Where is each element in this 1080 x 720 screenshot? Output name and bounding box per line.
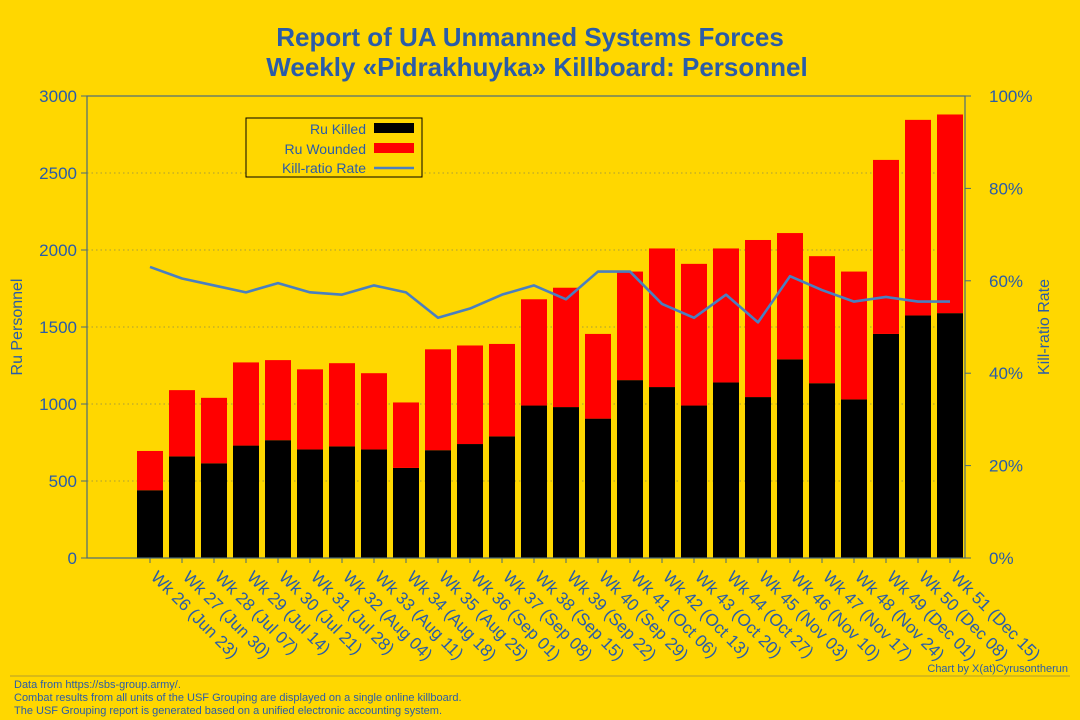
- y-tick-label: 500: [49, 472, 77, 491]
- bar-killed: [905, 315, 931, 558]
- bar-wounded: [265, 360, 291, 441]
- bar-killed: [457, 444, 483, 558]
- bar-killed: [553, 407, 579, 558]
- bar-killed: [937, 313, 963, 558]
- bar-wounded: [617, 271, 643, 381]
- y-axis-ticks: 0 500 1000 1500 2000 2500 3000: [39, 87, 87, 568]
- chart-title: Report of UA Unmanned Systems Forces: [276, 22, 784, 52]
- bar-wounded: [873, 159, 899, 334]
- bar-wounded: [777, 233, 803, 360]
- y-tick-label: 0: [68, 549, 77, 568]
- y2-tick-label: 100%: [989, 87, 1032, 106]
- bar-killed: [169, 456, 195, 558]
- bar-wounded: [297, 369, 323, 450]
- bar-killed: [233, 445, 259, 558]
- bar-wounded: [361, 373, 387, 450]
- bar-killed: [297, 449, 323, 558]
- bar-killed: [361, 449, 387, 558]
- bar-killed: [809, 383, 835, 558]
- bar-wounded: [137, 450, 163, 491]
- bar-killed: [393, 467, 419, 558]
- chart-credit: Chart by X(at)Cyrusontherun: [927, 663, 1068, 675]
- bar-wounded: [745, 239, 771, 398]
- kill-ratio-line: [149, 265, 950, 324]
- y-tick-label: 1500: [39, 318, 77, 337]
- bar-killed: [201, 463, 227, 558]
- bar-killed: [777, 359, 803, 558]
- bars: [137, 114, 963, 558]
- bar-killed: [329, 446, 355, 558]
- bar-wounded: [233, 362, 259, 446]
- bar-wounded: [521, 299, 547, 406]
- y2-tick-label: 80%: [989, 179, 1023, 198]
- y2-tick-label: 0%: [989, 549, 1014, 568]
- footer-note: Combat results from all units of the USF…: [14, 692, 462, 704]
- legend-swatch-killed: [374, 123, 414, 133]
- bar-wounded: [905, 119, 931, 316]
- y-axis-label: Ru Personnel: [9, 279, 26, 376]
- bar-killed: [841, 399, 867, 558]
- bar-killed: [265, 440, 291, 558]
- y-tick-label: 3000: [39, 87, 77, 106]
- y-tick-label: 2500: [39, 164, 77, 183]
- bar-wounded: [169, 390, 195, 457]
- bar-wounded: [329, 363, 355, 447]
- footer-note: The USF Grouping report is generated bas…: [14, 705, 442, 717]
- y2-tick-label: 60%: [989, 272, 1023, 291]
- legend: Ru Killed Ru Wounded Kill-ratio Rate: [245, 117, 423, 178]
- bar-wounded: [425, 349, 451, 451]
- bar-wounded: [809, 256, 835, 384]
- bar-wounded: [553, 287, 579, 408]
- bar-wounded: [841, 271, 867, 400]
- x-axis-ticks: Wk 26 (Jun 23)Wk 27 (Jun 30)Wk 28 (Jul 0…: [147, 558, 1044, 664]
- bar-wounded: [713, 248, 739, 383]
- bar-killed: [489, 436, 515, 558]
- legend-label-wounded: Ru Wounded: [285, 141, 366, 157]
- bar-killed: [873, 333, 899, 558]
- bar-killed: [681, 405, 707, 558]
- bar-wounded: [937, 114, 963, 314]
- bar-wounded: [585, 333, 611, 419]
- bar-wounded: [393, 402, 419, 468]
- bar-killed: [425, 450, 451, 558]
- bar-wounded: [201, 397, 227, 464]
- y2-tick-label: 40%: [989, 364, 1023, 383]
- bar-killed: [745, 397, 771, 558]
- bar-wounded: [649, 248, 675, 388]
- bar-killed: [585, 418, 611, 558]
- y-tick-label: 2000: [39, 241, 77, 260]
- bar-wounded: [457, 345, 483, 445]
- legend-label-ratio: Kill-ratio Rate: [282, 160, 366, 176]
- kill-ratio-line-path: [149, 265, 950, 324]
- y2-axis-ticks: 0% 20% 40% 60% 80% 100%: [965, 87, 1032, 568]
- bar-killed: [713, 382, 739, 558]
- bar-killed: [649, 387, 675, 558]
- bar-killed: [137, 490, 163, 558]
- y2-axis-label: Kill-ratio Rate: [1036, 279, 1053, 375]
- legend-swatch-wounded: [374, 143, 414, 153]
- bar-wounded: [681, 263, 707, 406]
- y2-tick-label: 20%: [989, 457, 1023, 476]
- chart-subtitle: Weekly «Pidrakhuyka» Killboard: Personne…: [266, 52, 807, 82]
- bar-wounded: [489, 343, 515, 437]
- bar-killed: [617, 380, 643, 558]
- y-tick-label: 1000: [39, 395, 77, 414]
- footer-note: Data from https://sbs-group.army/.: [14, 679, 181, 691]
- legend-label-killed: Ru Killed: [310, 121, 366, 137]
- bar-killed: [521, 405, 547, 558]
